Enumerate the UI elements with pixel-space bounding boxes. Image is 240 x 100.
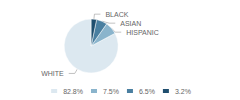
svg-text:7.5%: 7.5% (103, 88, 119, 95)
svg-text:WHITE: WHITE (41, 70, 64, 77)
svg-text:HISPANIC: HISPANIC (126, 29, 159, 36)
svg-text:BLACK: BLACK (105, 11, 128, 18)
svg-text:82.8%: 82.8% (63, 88, 83, 95)
svg-text:ASIAN: ASIAN (120, 20, 141, 27)
svg-text:3.2%: 3.2% (175, 88, 191, 95)
svg-text:6.5%: 6.5% (139, 88, 155, 95)
